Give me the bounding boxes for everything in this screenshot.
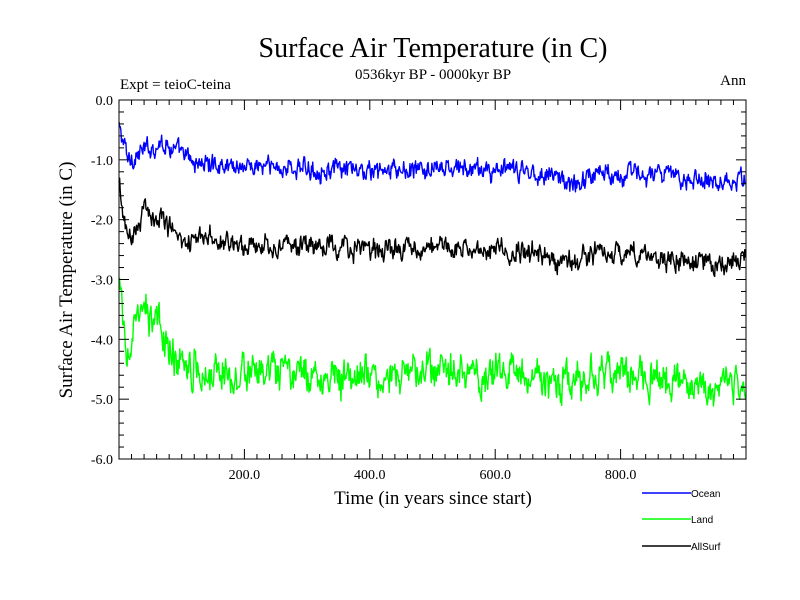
y-tick-label: -1.0 [91,154,113,169]
series-line-land [118,277,747,407]
series-line-allsurf [118,177,747,278]
legend: Ocean Land AllSurf [642,489,721,553]
y-tick-label: -6.0 [91,453,113,468]
chart-title: Surface Air Temperature (in C) [259,33,608,64]
plot-frame [118,99,747,460]
experiment-label: Expt = teioC-teina [120,77,231,93]
y-tick-label: -2.0 [91,214,113,229]
legend-label-ocean: Ocean [691,489,720,500]
y-axis-label: Surface Air Temperature (in C) [56,162,77,399]
season-label: Ann [720,73,746,89]
chart-subtitle: 0536kyr BP - 0000kyr BP [355,67,511,83]
tick-layer: 0.0 -1.0 -2.0 -3.0 -4.0 -5.0 -6.0 200.0 400.0 600… [91,94,746,483]
y-tick-label: -5.0 [91,393,113,408]
x-axis-label: Time (in years since start) [334,488,532,509]
legend-label-land: Land [691,515,713,526]
series-layer [118,121,747,407]
y-tick-label: -4.0 [91,333,113,348]
series-line-ocean [118,121,746,193]
legend-label-allsurf: AllSurf [691,542,721,553]
x-tick-label: 800.0 [605,468,637,483]
x-tick-label: 600.0 [479,468,511,483]
y-tick-label: -3.0 [91,274,113,289]
x-tick-label: 200.0 [229,468,261,483]
y-tick-label: 0.0 [96,94,114,109]
x-tick-label: 400.0 [354,468,386,483]
